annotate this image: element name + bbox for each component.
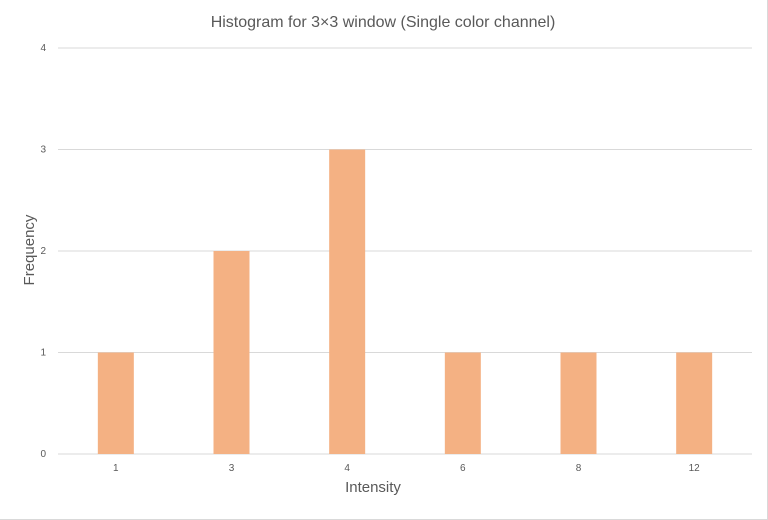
x-tick-label: 4 xyxy=(344,463,350,474)
x-tick-label: 6 xyxy=(460,463,466,474)
gridlines xyxy=(58,47,752,455)
x-tick-labels: 1 3 4 6 8 12 xyxy=(113,463,700,474)
y-tick-label: 4 xyxy=(40,43,46,54)
x-tick-label: 1 xyxy=(113,463,119,474)
x-tick-label: 8 xyxy=(576,463,582,474)
y-tick-label: 3 xyxy=(40,145,46,156)
y-tick-label: 0 xyxy=(40,449,46,460)
y-tick-labels: 0 1 2 3 4 xyxy=(40,43,46,460)
y-axis-title: Frequency xyxy=(21,214,38,285)
bar-12 xyxy=(676,352,713,454)
bar-1 xyxy=(97,352,134,454)
bar-6 xyxy=(444,352,481,454)
y-tick-label: 2 xyxy=(40,246,46,257)
bar-3 xyxy=(213,251,250,454)
chart-title: Histogram for 3×3 window (Single color c… xyxy=(211,14,556,31)
bar-8 xyxy=(560,352,597,454)
bar-4 xyxy=(329,149,366,454)
bars xyxy=(97,149,713,454)
x-tick-label: 12 xyxy=(689,463,701,474)
y-tick-label: 1 xyxy=(40,348,46,359)
x-axis-title: Intensity xyxy=(345,479,401,496)
x-tick-label: 3 xyxy=(229,463,235,474)
